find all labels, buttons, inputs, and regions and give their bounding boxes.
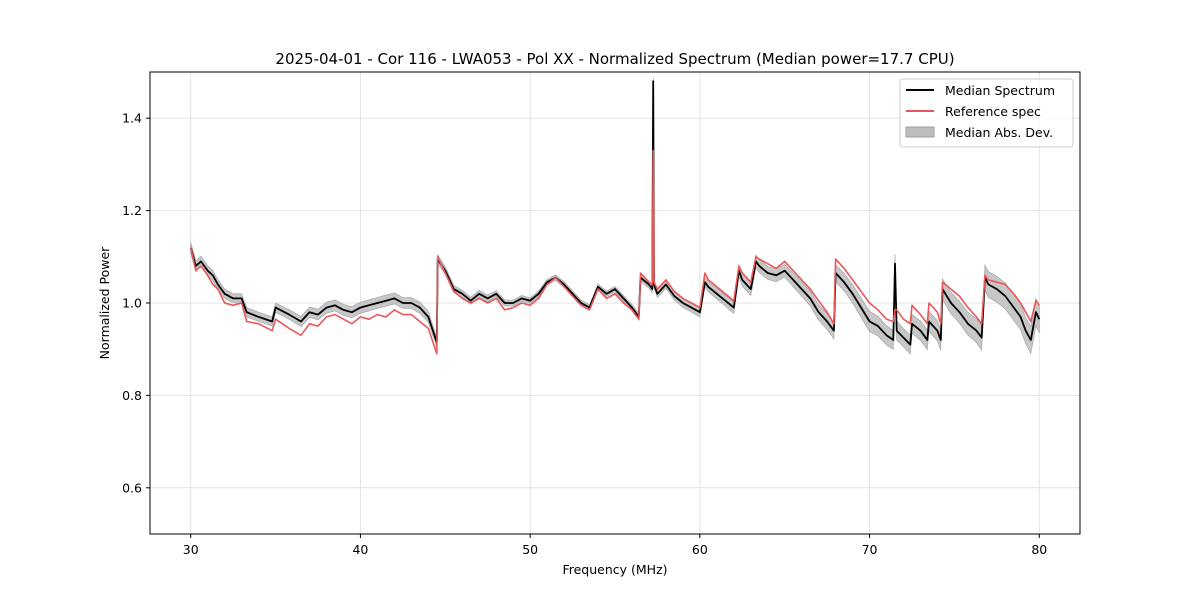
reference-spectrum-line	[189, 149, 1040, 355]
x-axis-label: Frequency (MHz)	[562, 562, 667, 577]
y-tick-label: 0.6	[122, 480, 142, 495]
y-tick-label: 0.8	[122, 388, 142, 403]
legend-reference-label: Reference spec	[945, 104, 1041, 119]
y-tick-label: 1.2	[122, 203, 142, 218]
x-tick-label: 80	[1031, 542, 1047, 557]
y-axis-label: Normalized Power	[97, 246, 112, 360]
x-tick-label: 50	[522, 542, 538, 557]
y-tick-label: 1.0	[122, 296, 142, 311]
legend: Median Spectrum Reference spec Median Ab…	[899, 78, 1074, 148]
x-tick-label: 30	[183, 542, 199, 557]
legend-median-label: Median Spectrum	[945, 83, 1055, 98]
mad-band	[190, 77, 1040, 355]
plot-series	[189, 77, 1041, 355]
legend-mad-swatch	[905, 126, 935, 138]
y-tick-label: 1.4	[122, 111, 142, 126]
legend-mad-label: Median Abs. Dev.	[945, 125, 1053, 140]
x-tick-label: 70	[862, 542, 878, 557]
axis-ticks: 30 40 50 60 70 80 0.6 0.8 1.0 1.2 1.4	[122, 111, 1047, 557]
x-tick-label: 40	[352, 542, 368, 557]
legend-box	[899, 78, 1074, 148]
chart-title: 2025-04-01 - Cor 116 - LWA053 - Pol XX -…	[275, 50, 954, 68]
x-tick-label: 60	[692, 542, 708, 557]
